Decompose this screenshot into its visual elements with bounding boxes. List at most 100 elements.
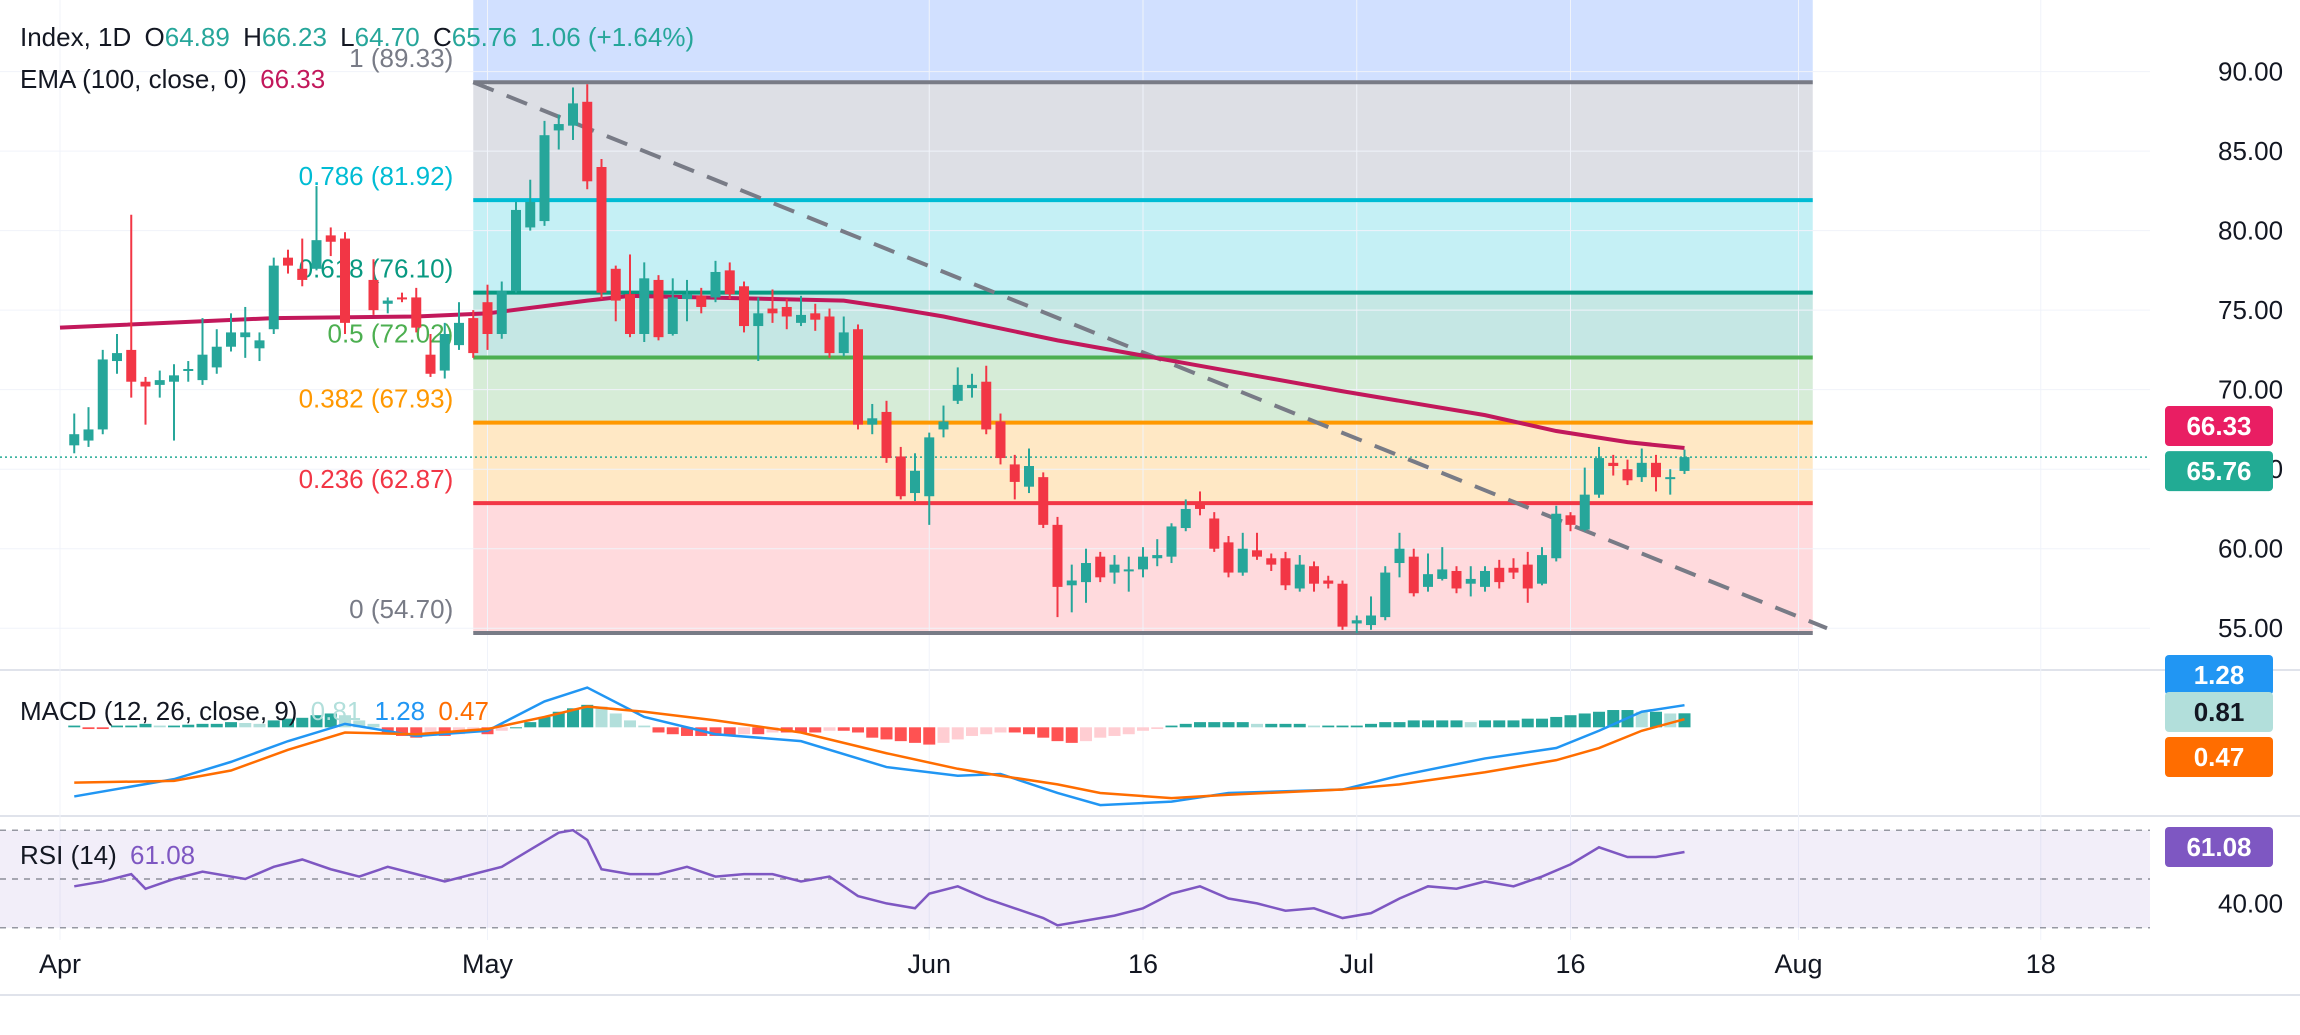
candle-body [1052,524,1063,587]
candle-body [1195,502,1205,509]
close-label: C [432,22,452,52]
candle-body [753,313,764,327]
time-axis-tick: Jul [1339,949,1374,979]
candle-body [1252,550,1262,557]
macd-histogram-bar [153,725,166,728]
candle-body [781,306,792,317]
macd-legend: MACD (12, 26, close, 9) 0.81 1.28 0.47 [20,696,495,727]
candle [653,275,664,341]
candle-body [112,353,122,362]
candle [226,313,236,352]
candle-body [1451,570,1462,589]
candle-body [1266,558,1277,565]
macd-histogram-bar [1436,720,1449,728]
rsi-axis-tick: 40.00 [2218,888,2283,918]
price-axis-tick: 85.00 [2218,136,2283,166]
fib-level-label: 0 (54.70) [349,594,453,624]
macd-signal-value: 0.47 [438,696,489,726]
candle-body [1351,620,1362,624]
candle-body [739,286,749,327]
macd-panel [68,686,1691,807]
candle [382,297,393,314]
candle-body [454,322,464,346]
last-price-label-text: 65.76 [2186,456,2251,486]
candle [1123,556,1134,592]
candle [1323,575,1334,589]
ema-legend: EMA (100, close, 0) 66.33 [20,64,331,95]
macd-histogram-bar [1521,718,1534,728]
candle [838,316,849,357]
macd-hist-value: 0.81 [310,696,362,726]
candle-body [824,316,835,354]
candle [511,201,521,293]
macd-histogram-bar [1493,720,1506,728]
ema-line [59,293,1685,451]
candle-body [1636,462,1647,478]
macd-histogram-bar [282,718,294,728]
candle-body [553,124,564,131]
candle [981,365,992,435]
candle [69,413,80,454]
candle [1480,566,1490,592]
candle [967,373,977,398]
candle [952,367,963,404]
macd-histogram-bar [652,727,665,733]
ema-100-line [59,293,1685,451]
macd-histogram-bar [210,723,223,728]
candle [1180,499,1191,532]
macd-histogram-bar [96,727,109,730]
candle-body [1537,555,1547,584]
candle [468,310,479,358]
candle [539,120,550,226]
macd-histogram-bar [723,727,736,736]
macd-price-label-bg [2165,655,2273,695]
rsi-legend: RSI (14) 61.08 [20,840,201,871]
fib-level-label: 0.5 (72.02) [328,319,454,349]
candle-body [1622,469,1633,481]
candle [682,279,692,322]
candle [667,278,678,336]
candle-body [368,279,379,311]
macd-histogram-bar [1407,720,1420,728]
time-axis: Apr May Jun 16 Jul 16 Aug 18 [39,949,2056,979]
candle-body [1152,555,1163,559]
macd-histogram-bar [538,716,551,728]
candle [283,249,293,274]
candle [582,84,593,190]
macd-histogram-bar [823,727,836,731]
macd-histogram-bar [1251,723,1263,728]
candle-body [1480,570,1490,587]
candle-body [69,434,80,446]
macd-histogram-bar [595,706,608,728]
macd-histogram-bar [1236,722,1249,728]
ema-price-label: 66.33 [2165,406,2273,447]
candle [1651,454,1661,492]
candle [739,281,749,333]
price-axis: 55.0060.0065.0070.0075.0080.0085.0090.00… [2165,57,2283,918]
candle [154,370,165,398]
macd-histogram-bar [1308,725,1320,728]
macd-histogram-bar [424,727,437,736]
candle-body [924,437,935,497]
macd-histogram-bar [666,727,679,735]
ema-value: 66.33 [260,64,326,94]
macd-histogram-bar [168,725,180,728]
candle [126,214,137,398]
macd-hist-price-label-bg [2165,692,2273,732]
time-axis-tick: Aug [1774,949,1822,979]
candle-body [1551,513,1562,559]
candle [696,287,707,314]
candle [211,329,222,374]
candle [1209,512,1220,552]
macd-histogram-bar [324,713,337,728]
candle-body [397,297,407,300]
macd-histogram-bar [951,727,964,740]
candle-body [625,294,635,334]
candle-body [83,429,94,441]
candle-body [1366,615,1376,626]
macd-histogram-bar [196,723,209,728]
candles [69,84,1690,634]
macd-histogram-bar [880,727,893,740]
